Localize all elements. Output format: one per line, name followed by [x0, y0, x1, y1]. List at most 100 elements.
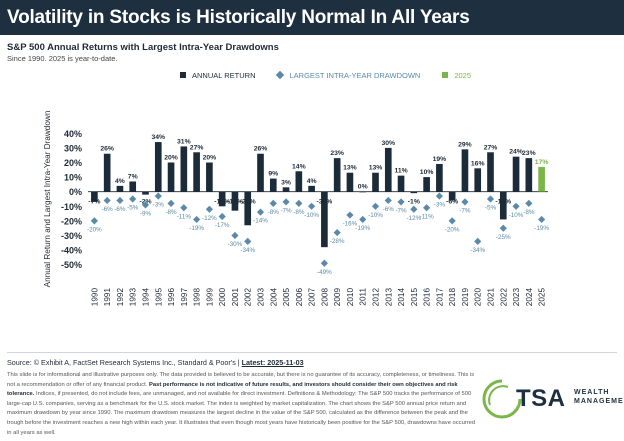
logo-line-2: MANAGEMENT: [574, 398, 624, 405]
x-tick-label: 1991: [103, 288, 112, 307]
x-tick-label: 2025: [538, 288, 547, 307]
label-annual-return: 31%: [177, 138, 191, 145]
legend-swatch-annual-return: [180, 72, 186, 78]
chart-note: Since 1990. 2025 is year-to-date.: [7, 54, 118, 63]
label-annual-return: 4%: [307, 178, 317, 185]
marker-drawdown: [461, 198, 469, 206]
y-tick-label: 30%: [64, 143, 82, 153]
label-annual-return: 24%: [509, 149, 523, 156]
bar-annual-return: [525, 158, 533, 192]
logo-line-1: WEALTH: [574, 389, 610, 396]
x-tick-label: 2002: [244, 288, 253, 307]
bar-annual-return: [359, 191, 367, 193]
disclaimer: This slide is for informational and illu…: [7, 371, 477, 438]
label-annual-return: 7%: [128, 173, 138, 180]
legend-item-drawdown: LARGEST INTRA-YEAR DRAWDOWN: [276, 71, 420, 80]
page-title: Volatility in Stocks is Historically Nor…: [7, 7, 470, 28]
bar-annual-return: [461, 149, 469, 192]
x-tick-label: 1995: [154, 288, 163, 307]
x-tick-label: 2008: [320, 288, 329, 307]
legend-item-annual-return: ANNUAL RETURN: [180, 71, 255, 80]
x-tick-label: 2021: [487, 288, 496, 307]
label-drawdown: -17%: [215, 222, 230, 229]
bar-annual-return: [167, 162, 175, 192]
bar-annual-return: [257, 153, 264, 192]
bar-annual-return: [499, 191, 507, 220]
marker-drawdown: [486, 195, 495, 203]
source-line: Source: © Exhibit A, FactSet Research Sy…: [7, 358, 304, 367]
marker-drawdown: [282, 198, 290, 206]
marker-drawdown: [141, 201, 150, 209]
bar-annual-return: [295, 171, 303, 192]
label-drawdown: -5%: [127, 205, 139, 212]
x-tick-label: 2015: [410, 288, 419, 307]
x-tick-label: 1990: [90, 288, 99, 307]
label-annual-return: 27%: [484, 144, 498, 151]
label-annual-return: 10%: [420, 169, 434, 176]
label-drawdown: -3%: [434, 202, 446, 209]
label-annual-return: -19%: [495, 199, 511, 206]
marker-drawdown: [180, 204, 188, 212]
legend-swatch-2025: [442, 72, 449, 78]
label-drawdown: -7%: [395, 208, 407, 215]
x-tick-label: 1999: [205, 288, 214, 307]
label-annual-return: 20%: [203, 155, 217, 162]
bar-annual-return: [129, 181, 137, 192]
label-drawdown: -20%: [87, 227, 102, 234]
x-tick-label: 1996: [167, 288, 176, 307]
bar-annual-return: [231, 191, 239, 211]
label-drawdown: -14%: [253, 218, 268, 225]
x-tick-label: 2007: [308, 288, 317, 307]
marker-drawdown: [116, 196, 124, 205]
label-annual-return: -10%: [214, 199, 230, 206]
label-drawdown: -12%: [406, 215, 421, 222]
marker-drawdown: [371, 202, 380, 210]
marker-drawdown: [269, 199, 277, 207]
marker-drawdown: [308, 202, 316, 210]
y-tick-label: 20%: [64, 158, 82, 168]
logo-subtitle: WEALTH MANAGEMENT: [574, 388, 624, 406]
label-annual-return: 17%: [535, 159, 549, 166]
label-drawdown: -10%: [509, 212, 524, 219]
label-annual-return: 4%: [115, 178, 125, 185]
marker-drawdown: [512, 202, 520, 210]
x-tick-label: 2013: [384, 288, 393, 307]
marker-drawdown: [167, 199, 175, 207]
label-annual-return: 30%: [381, 140, 395, 147]
latest-date-link[interactable]: Latest: 2025-11-03: [241, 358, 304, 367]
label-drawdown: -30%: [228, 241, 243, 248]
marker-drawdown: [499, 224, 507, 232]
bar-annual-return: [410, 191, 418, 194]
marker-drawdown: [448, 217, 456, 225]
label-drawdown: -20%: [445, 227, 460, 234]
label-drawdown: -6%: [114, 206, 126, 213]
label-annual-return: -23%: [240, 199, 256, 206]
label-drawdown: -10%: [368, 212, 383, 219]
label-annual-return: -13%: [227, 199, 243, 206]
marker-drawdown: [154, 192, 162, 200]
label-annual-return: 27%: [190, 144, 204, 151]
x-tick-label: 2016: [423, 288, 432, 307]
x-tick-label: 2018: [448, 288, 457, 307]
x-tick-label: 2024: [525, 288, 534, 307]
label-drawdown: -6%: [102, 206, 114, 213]
label-annual-return: -6%: [446, 199, 458, 206]
label-drawdown: -19%: [534, 225, 549, 232]
marker-drawdown: [423, 204, 431, 212]
marker-drawdown: [244, 237, 252, 245]
x-tick-label: 2014: [397, 288, 406, 307]
bar-annual-return: [116, 185, 124, 192]
marker-drawdown: [205, 205, 213, 213]
label-drawdown: -12%: [202, 215, 217, 222]
legend-label-annual-return: ANNUAL RETURN: [192, 70, 256, 80]
label-annual-return: 23%: [522, 150, 536, 157]
bar-annual-return: [321, 191, 328, 248]
x-tick-label: 1998: [193, 288, 202, 307]
bar-annual-return: [91, 191, 98, 202]
label-drawdown: -19%: [355, 225, 370, 232]
label-drawdown: -49%: [317, 269, 332, 276]
label-drawdown: -6%: [383, 206, 395, 213]
bar-annual-return: [103, 153, 111, 192]
x-tick-label: 1993: [129, 288, 138, 307]
label-annual-return: 3%: [281, 179, 291, 186]
